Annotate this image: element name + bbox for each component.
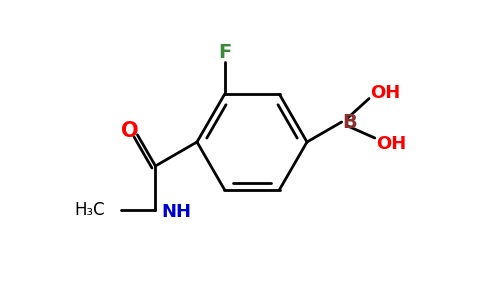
Text: NH: NH — [162, 203, 192, 221]
Text: O: O — [121, 121, 138, 141]
Text: OH: OH — [370, 83, 400, 101]
Text: F: F — [218, 43, 231, 62]
Text: B: B — [342, 112, 357, 131]
Text: OH: OH — [376, 135, 406, 153]
Text: H₃C: H₃C — [75, 201, 106, 219]
